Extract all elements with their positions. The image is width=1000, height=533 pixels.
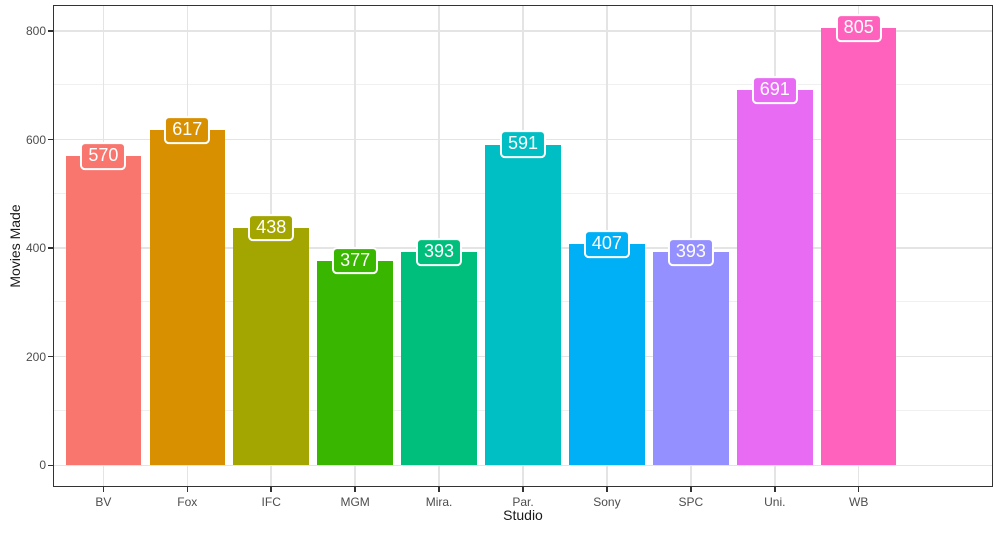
x-tick-mark xyxy=(186,487,189,492)
plot-panel: 570 617 438 377 393 591 407 393 691 805 xyxy=(53,5,993,487)
bar-bv xyxy=(65,155,142,466)
bar-value-label: 393 xyxy=(416,238,463,266)
x-tick-label: MGM xyxy=(340,495,370,509)
y-tick-label: 200 xyxy=(25,349,46,364)
y-tick-mark xyxy=(48,247,53,249)
y-tick-label: 0 xyxy=(39,458,46,473)
x-tick-mark xyxy=(270,487,272,492)
x-tick-label: Mira. xyxy=(425,495,453,509)
x-tick-mark xyxy=(522,487,524,492)
bar-value-label: 407 xyxy=(583,230,630,259)
bar-fox xyxy=(149,130,226,466)
x-tick-label: Fox xyxy=(177,495,198,509)
x-tick-label: SPC xyxy=(678,495,704,509)
x-tick-mark xyxy=(438,487,440,492)
y-tick-label: 400 xyxy=(25,241,46,256)
bar-value-label: 805 xyxy=(835,14,882,43)
y-tick-mark xyxy=(48,138,53,141)
bar-ifc xyxy=(233,227,309,466)
x-tick-label: Uni. xyxy=(764,495,786,509)
y-tick-label: 800 xyxy=(25,24,46,39)
major-gridline-vertical xyxy=(354,5,356,487)
x-tick-label: Par. xyxy=(512,495,534,509)
x-tick-mark xyxy=(690,487,692,492)
bar-spc xyxy=(653,251,729,466)
bar-value-label: 438 xyxy=(248,213,295,242)
x-tick-mark xyxy=(606,487,608,492)
bar-value-label: 377 xyxy=(332,246,379,275)
bar-par xyxy=(485,144,561,466)
bar-mira xyxy=(401,251,477,466)
bar-uni xyxy=(737,90,813,466)
bar-wb xyxy=(820,28,897,466)
y-axis-title: Movies Made xyxy=(7,204,23,288)
bar-value-label: 393 xyxy=(667,238,714,266)
x-tick-label: IFC xyxy=(261,495,281,509)
x-tick-mark xyxy=(354,487,356,492)
bar-value-label: 617 xyxy=(164,116,211,145)
y-tick-label: 600 xyxy=(25,132,46,147)
x-axis-title: Studio xyxy=(503,507,543,523)
x-tick-mark xyxy=(774,487,776,492)
x-tick-label: BV xyxy=(95,495,112,509)
x-tick-mark xyxy=(857,487,860,492)
bar-value-label: 691 xyxy=(751,76,798,105)
bar-value-label: 570 xyxy=(80,142,127,170)
x-tick-label: WB xyxy=(849,495,869,509)
x-tick-label: Sony xyxy=(593,495,621,509)
y-tick-mark xyxy=(48,30,53,32)
bar-sony xyxy=(569,244,645,466)
bar-mgm xyxy=(317,260,393,466)
y-tick-mark xyxy=(48,355,53,358)
x-tick-mark xyxy=(102,487,105,492)
bar-value-label: 591 xyxy=(499,130,547,159)
y-tick-mark xyxy=(48,464,53,467)
